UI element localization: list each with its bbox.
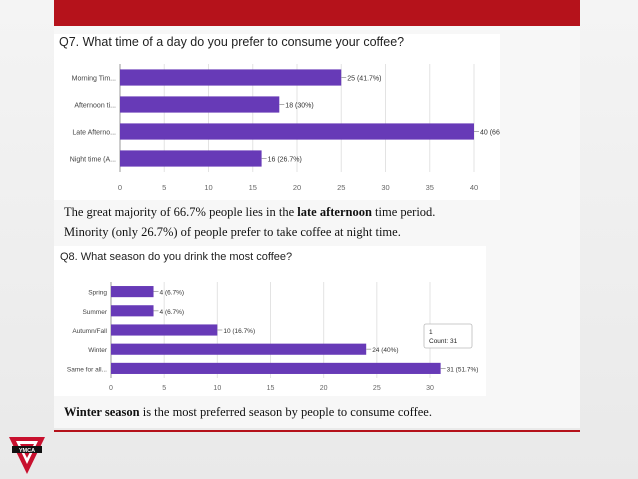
q8-title: Q8. What season do you drink the most co… [60, 251, 293, 263]
q8-caption-bold: Winter season [64, 405, 140, 419]
bar [111, 286, 154, 298]
data-label: 40 (66.7%) [480, 130, 500, 137]
category-label: Winter [88, 347, 108, 354]
bar [111, 324, 218, 336]
x-tick-label: 0 [118, 183, 122, 192]
data-label: 10 (16.7%) [223, 328, 255, 335]
x-tick-label: 10 [204, 183, 212, 192]
x-tick-label: 10 [213, 385, 221, 392]
data-label: 4 (6.7%) [160, 309, 185, 316]
triangle-logo-icon: YMCA [9, 437, 45, 474]
bar [120, 69, 342, 86]
data-label: 18 (30%) [285, 103, 313, 110]
x-tick-label: 35 [426, 183, 434, 192]
data-label: 16 (26.7%) [268, 157, 302, 164]
data-label: 4 (6.7%) [160, 290, 185, 297]
category-label: Night time (A... [70, 157, 116, 164]
category-label: Spring [88, 290, 107, 297]
x-tick-label: 30 [381, 183, 389, 192]
x-tick-label: 25 [337, 183, 345, 192]
q7-caption: The great majority of 66.7% people lies … [64, 205, 435, 220]
tooltip-box [423, 323, 473, 349]
data-label: 31 (51.7%) [447, 366, 479, 373]
category-label: Morning Tim... [72, 76, 116, 83]
x-tick-label: 0 [109, 385, 113, 392]
q8-caption: Winter season is the most preferred seas… [64, 405, 432, 420]
bar [120, 150, 262, 167]
q7-caption-pre: The great majority of 66.7% people lies … [64, 205, 298, 219]
x-tick-label: 5 [162, 183, 166, 192]
x-tick-label: 20 [320, 385, 328, 392]
category-label: Same for all... [67, 366, 107, 373]
q7-caption-post: time period. [371, 205, 436, 219]
x-tick-label: 25 [373, 385, 381, 392]
data-label: 25 (41.7%) [347, 76, 381, 83]
bar [111, 362, 441, 374]
x-tick-label: 5 [162, 385, 166, 392]
logo-text: YMCA [19, 448, 35, 454]
category-label: Summer [82, 309, 107, 316]
x-tick-label: 15 [267, 385, 275, 392]
x-tick-label: 15 [249, 183, 257, 192]
top-accent-bar [54, 0, 580, 26]
q7-caption-2: Minority (only 26.7%) of people prefer t… [64, 225, 401, 239]
bar [120, 96, 280, 113]
x-tick-label: 40 [470, 183, 478, 192]
bar [120, 123, 474, 140]
bar [111, 305, 154, 317]
category-label: Afternoon ti... [74, 103, 116, 110]
category-label: Late Afterno... [72, 130, 116, 137]
q7-caption-bold: late afternoon [297, 205, 372, 219]
q7-title: Q7. What time of a day do you prefer to … [59, 35, 405, 49]
tooltip-line-2: Count: 31 [429, 338, 458, 345]
bottom-accent-line [54, 430, 580, 432]
q7-chart-box [54, 34, 500, 200]
bar [111, 343, 367, 355]
q7-chart: 0 5 10 15 20 25 30 35 40 Morning Tim... 25 (41.7%)… [70, 64, 500, 192]
tooltip-line-1: 1 [429, 329, 433, 336]
category-label: Autumn/Fall [72, 328, 107, 335]
q8-chart: 0 5 10 15 20 25 30 Spring 4 (6.7%) Summer 4 (6.7%)… [67, 282, 479, 392]
x-tick-label: 30 [426, 385, 434, 392]
data-label: 24 (40%) [372, 347, 398, 354]
x-tick-label: 20 [293, 183, 301, 192]
q8-caption-post: is the most preferred season by people t… [139, 405, 432, 419]
